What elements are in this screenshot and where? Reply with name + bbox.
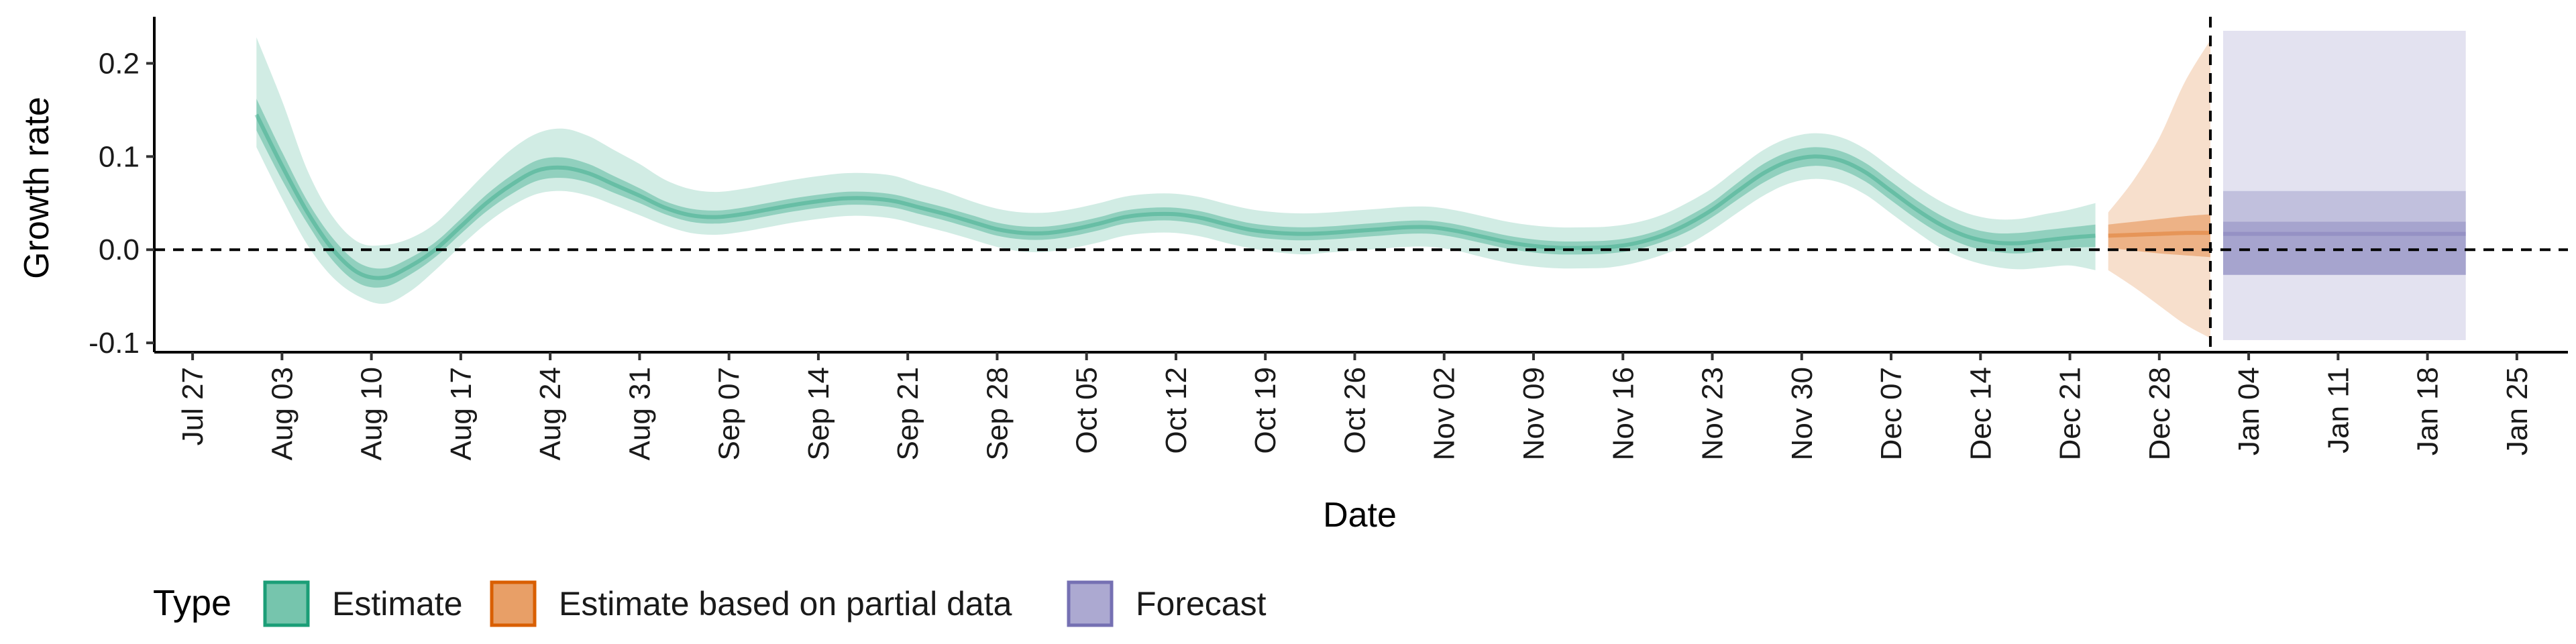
x-tick-label: Jan 04 (2233, 367, 2265, 455)
x-tick-label: Sep 07 (713, 367, 746, 460)
forecast-band-90 (2223, 30, 2466, 340)
estimate-band-50 (256, 99, 2096, 288)
x-tick-label: Nov 16 (1607, 367, 1640, 460)
legend-key (490, 580, 537, 627)
estimate-based-on-partial-data-median-line (2108, 231, 2211, 238)
x-tick-label: Oct 12 (1160, 367, 1193, 454)
y-tick-label: 0.1 (99, 140, 140, 173)
x-tick-label: Aug 17 (445, 367, 478, 460)
estimate-band-90 (256, 37, 2096, 304)
x-tick-label: Dec 07 (1875, 367, 1908, 460)
x-axis-ticks: Jul 27 Aug 03 Aug 10 Aug 17 Aug 24 Aug 31 Sep … (176, 352, 2534, 460)
legend: Type Estimate Estimate based on partial d… (153, 580, 1267, 627)
forecast-band-50 (2223, 221, 2466, 275)
reference-lines (154, 17, 2568, 352)
x-tick-label: Dec 21 (2054, 367, 2087, 460)
x-tick-label: Oct 05 (1071, 367, 1104, 454)
median-lines (254, 113, 2466, 280)
uncertainty-bands (256, 30, 2466, 340)
x-tick-label: Aug 03 (266, 367, 299, 460)
x-tick-label: Nov 09 (1517, 367, 1550, 460)
y-axis-ticks: -0.1 0.0 0.1 0.2 (89, 47, 154, 360)
x-tick-label: Sep 21 (892, 367, 924, 460)
axes (153, 17, 2568, 354)
x-tick-label: Nov 23 (1697, 367, 1729, 460)
legend-label: Forecast (1136, 585, 1267, 623)
x-axis-title: Date (1323, 496, 1397, 535)
x-tick-label: Sep 28 (981, 367, 1014, 460)
forecast-band-75 (2223, 191, 2466, 275)
x-tick-label: Jan 11 (2322, 367, 2355, 453)
legend-key (1067, 580, 1114, 627)
x-tick-label: Aug 10 (356, 367, 388, 460)
y-tick-label: 0.2 (99, 47, 140, 80)
x-tick-label: Jan 18 (2412, 367, 2445, 455)
x-tick-label: Dec 28 (2143, 367, 2176, 460)
y-tick-label: -0.1 (89, 327, 140, 360)
x-tick-label: Oct 26 (1338, 367, 1371, 454)
x-tick-label: Nov 02 (1428, 367, 1461, 460)
x-tick-label: Jan 25 (2501, 367, 2534, 455)
y-tick-label: 0.0 (99, 233, 140, 266)
x-tick-label: Sep 14 (802, 367, 835, 460)
x-tick-label: Dec 14 (1964, 367, 1997, 460)
legend-key (263, 580, 310, 627)
legend-title: Type (153, 583, 231, 623)
estimate-median-line (254, 113, 2096, 280)
x-tick-label: Aug 24 (534, 367, 567, 460)
legend-label: Estimate based on partial data (559, 585, 1012, 623)
estimate-based-on-partial-data-band-90 (2108, 40, 2210, 339)
legend-label: Estimate (332, 585, 463, 623)
y-axis-title: Growth rate (17, 97, 56, 279)
x-tick-label: Nov 30 (1786, 367, 1819, 460)
x-tick-label: Jul 27 (176, 367, 209, 445)
x-tick-label: Oct 19 (1249, 367, 1282, 454)
estimate-based-on-partial-data-band-50 (2108, 214, 2210, 258)
x-tick-label: Aug 31 (623, 367, 656, 460)
